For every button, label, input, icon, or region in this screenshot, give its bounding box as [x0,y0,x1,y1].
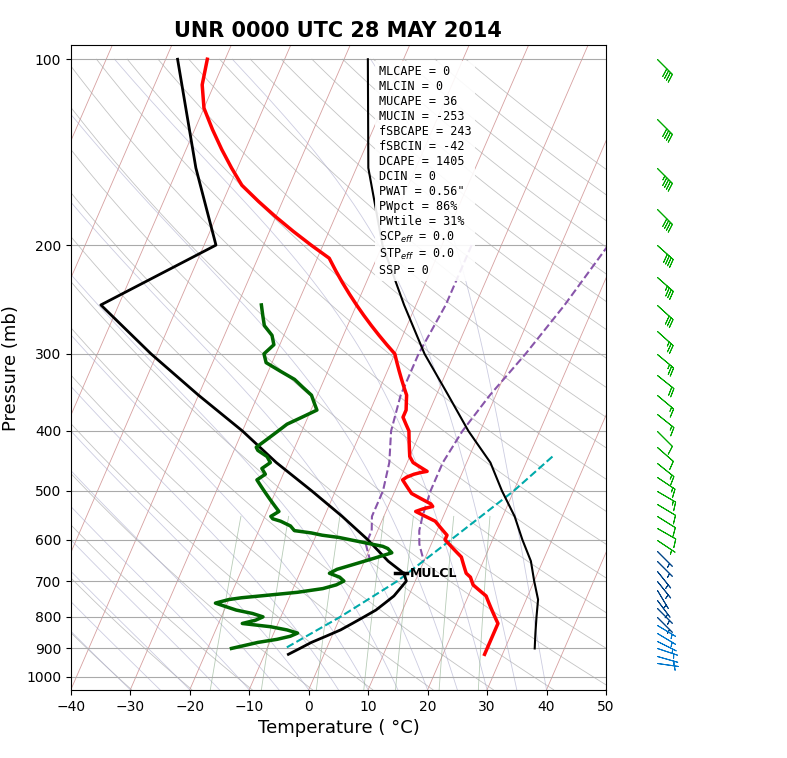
Text: MULCL: MULCL [410,567,457,580]
X-axis label: Temperature ( °C): Temperature ( °C) [257,719,419,737]
Y-axis label: Pressure (mb): Pressure (mb) [2,305,20,431]
Text: MLCAPE = 0
MLCIN = 0
MUCAPE = 36
MUCIN = -253
fSBCAPE = 243
fSBCIN = -42
DCAPE =: MLCAPE = 0 MLCIN = 0 MUCAPE = 36 MUCIN =… [379,65,471,277]
Title: UNR 0000 UTC 28 MAY 2014: UNR 0000 UTC 28 MAY 2014 [175,21,502,41]
